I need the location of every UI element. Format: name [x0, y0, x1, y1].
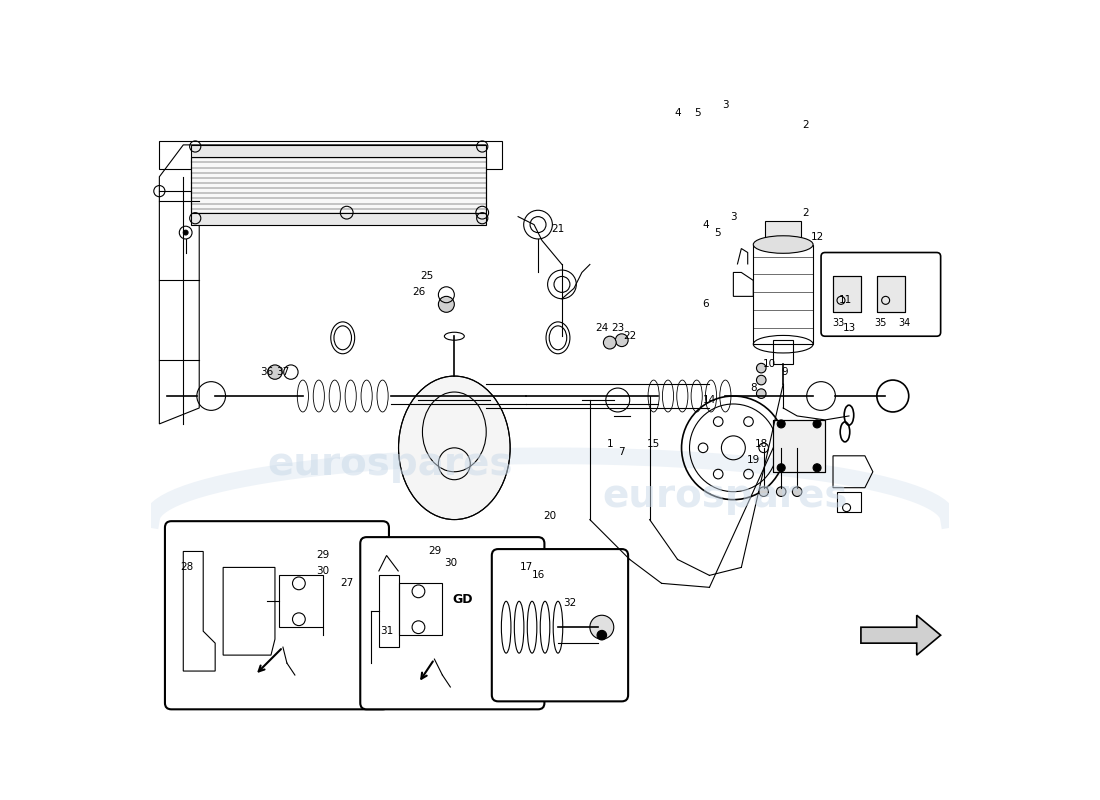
Text: 28: 28: [180, 562, 194, 573]
Text: 18: 18: [755, 439, 768, 449]
Text: 2: 2: [802, 208, 808, 218]
Bar: [766, 221, 801, 245]
FancyBboxPatch shape: [361, 537, 544, 710]
Text: 35: 35: [874, 318, 887, 329]
Circle shape: [759, 487, 769, 497]
FancyBboxPatch shape: [165, 521, 389, 710]
Text: 29: 29: [316, 550, 329, 561]
Text: 20: 20: [543, 510, 557, 521]
Text: 23: 23: [612, 323, 625, 334]
Text: 15: 15: [647, 439, 660, 449]
Bar: [191, 157, 486, 213]
Circle shape: [184, 230, 188, 235]
Circle shape: [615, 334, 628, 346]
Text: 22: 22: [623, 331, 636, 342]
Circle shape: [813, 464, 821, 472]
Bar: [773, 340, 793, 364]
Text: 4: 4: [674, 108, 681, 118]
Polygon shape: [861, 615, 940, 655]
Text: 4: 4: [702, 220, 708, 230]
Bar: [833, 277, 861, 312]
Text: 7: 7: [618, 447, 625, 457]
Circle shape: [293, 613, 306, 626]
Text: 6: 6: [702, 299, 708, 310]
Ellipse shape: [398, 376, 510, 519]
Text: 3: 3: [730, 212, 737, 222]
Text: 36: 36: [261, 367, 274, 377]
Text: eurospares: eurospares: [267, 445, 514, 482]
Bar: [279, 575, 322, 627]
Circle shape: [267, 365, 282, 379]
Bar: [191, 145, 486, 157]
Bar: [191, 213, 486, 225]
Text: 5: 5: [694, 108, 701, 118]
Text: 24: 24: [595, 323, 608, 334]
Bar: [754, 245, 813, 344]
Bar: [773, 420, 825, 472]
Text: 16: 16: [531, 570, 544, 580]
Text: 19: 19: [747, 454, 760, 465]
Text: 32: 32: [563, 598, 576, 608]
Bar: [877, 277, 905, 312]
Bar: [837, 492, 861, 512]
Text: 1: 1: [606, 439, 613, 449]
Text: 37: 37: [276, 367, 289, 377]
Text: 29: 29: [428, 546, 441, 557]
Text: 34: 34: [899, 318, 911, 329]
Circle shape: [757, 375, 766, 385]
FancyBboxPatch shape: [821, 253, 940, 336]
Circle shape: [757, 363, 766, 373]
Text: 10: 10: [762, 359, 776, 369]
Ellipse shape: [754, 236, 813, 254]
Circle shape: [757, 389, 766, 398]
Circle shape: [778, 420, 785, 428]
Text: 3: 3: [722, 100, 728, 110]
Text: 9: 9: [782, 367, 789, 377]
Text: 31: 31: [379, 626, 393, 636]
Bar: [160, 141, 503, 169]
Text: 11: 11: [838, 295, 851, 306]
Bar: [833, 277, 861, 312]
Bar: [877, 277, 905, 312]
FancyBboxPatch shape: [492, 549, 628, 702]
Ellipse shape: [766, 238, 801, 252]
Text: 33: 33: [833, 318, 845, 329]
Bar: [773, 420, 825, 472]
Circle shape: [792, 487, 802, 497]
Text: 30: 30: [316, 566, 329, 577]
Text: 25: 25: [420, 271, 433, 282]
Text: 27: 27: [340, 578, 353, 588]
Text: 21: 21: [551, 223, 564, 234]
Text: 2: 2: [802, 120, 808, 130]
Circle shape: [604, 336, 616, 349]
Text: 5: 5: [714, 227, 720, 238]
Text: 14: 14: [703, 395, 716, 405]
Text: 30: 30: [443, 558, 456, 569]
Bar: [191, 157, 486, 213]
Text: GD: GD: [452, 593, 473, 606]
Text: 26: 26: [411, 287, 425, 298]
Circle shape: [777, 487, 786, 497]
Bar: [398, 583, 442, 635]
Text: 13: 13: [843, 323, 856, 334]
Text: 17: 17: [519, 562, 532, 573]
Circle shape: [813, 420, 821, 428]
Circle shape: [597, 630, 606, 640]
Circle shape: [590, 615, 614, 639]
Text: 8: 8: [750, 383, 757, 393]
Text: eurospares: eurospares: [603, 477, 848, 514]
Circle shape: [778, 464, 785, 472]
Text: 12: 12: [811, 231, 824, 242]
Circle shape: [439, 296, 454, 312]
